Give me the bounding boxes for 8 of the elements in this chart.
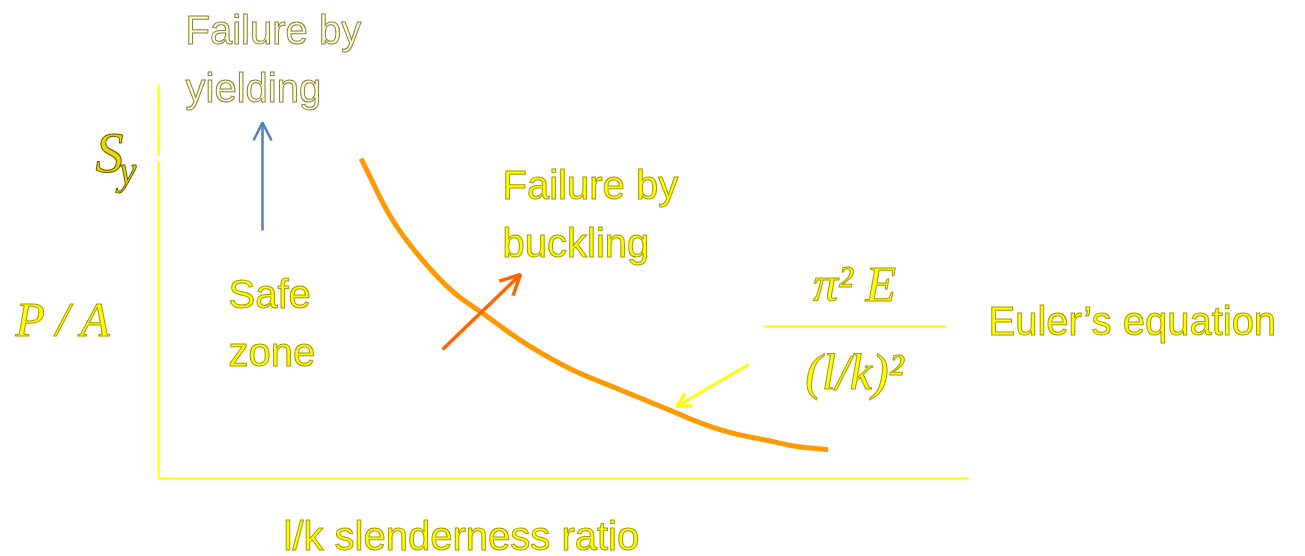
text: Euler’s equation xyxy=(988,298,1277,343)
x-axis-title: l/k slenderness ratio xyxy=(283,513,640,556)
annotation: Failure by buckling xyxy=(502,162,679,266)
y-axis-title: P / A xyxy=(14,293,111,347)
annotation: Safe zone xyxy=(228,271,316,375)
text: Failure by yielding xyxy=(185,7,362,111)
annotation: (l/k)² xyxy=(805,343,905,400)
annotation: π² E xyxy=(812,255,897,312)
